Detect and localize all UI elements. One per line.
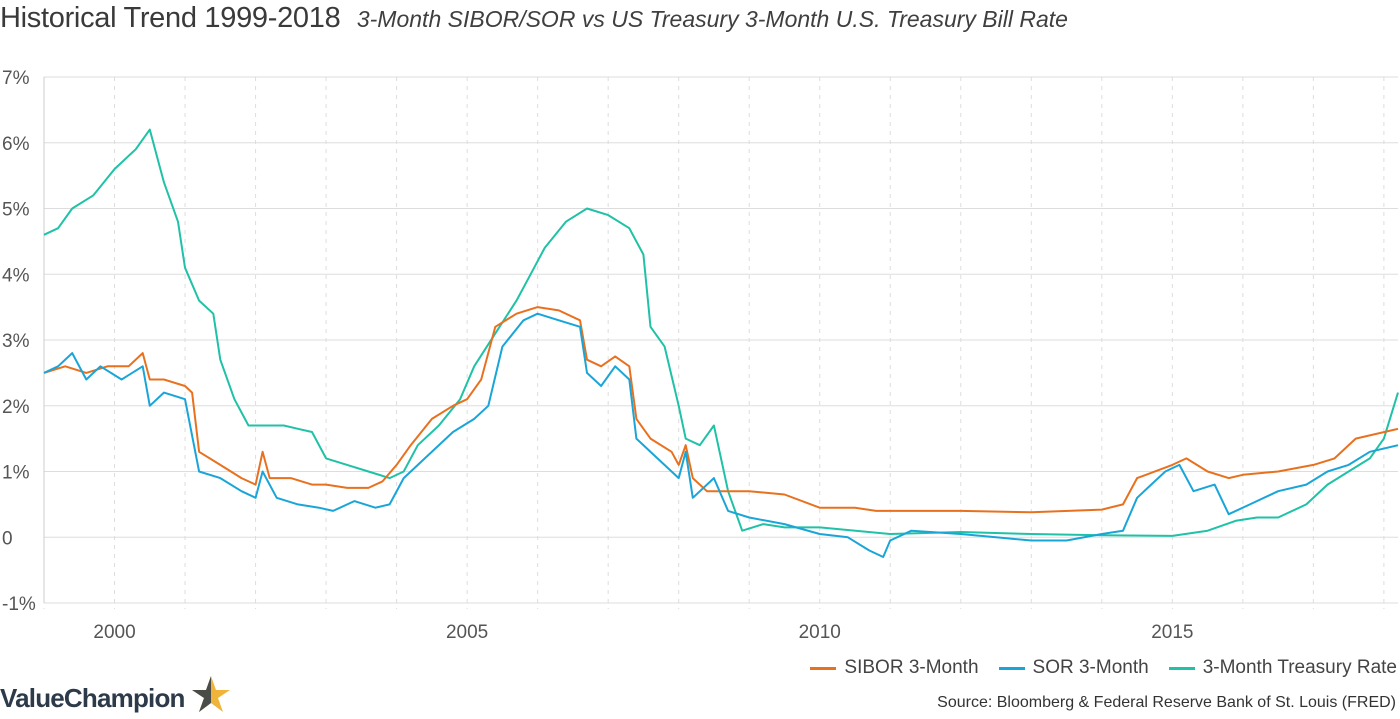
y-tick-label: 7% bbox=[2, 68, 30, 89]
chart-legend: SIBOR 3-Month SOR 3-Month 3-Month Treasu… bbox=[790, 657, 1397, 679]
chart-title: Historical Trend 1999-2018 bbox=[0, 2, 341, 34]
brand-name: ValueChampion bbox=[0, 683, 185, 713]
star-icon bbox=[191, 675, 230, 712]
y-tick-label: 4% bbox=[2, 265, 30, 286]
legend-swatch-treasury bbox=[1168, 666, 1195, 670]
y-tick-label: 0 bbox=[2, 528, 13, 549]
legend-label-sibor: SIBOR 3-Month bbox=[844, 657, 979, 678]
legend-swatch-sor bbox=[998, 666, 1025, 670]
legend-label-sor: SOR 3-Month bbox=[1032, 657, 1149, 678]
y-tick-label: -1% bbox=[2, 594, 36, 615]
y-tick-label: 3% bbox=[2, 331, 30, 352]
legend-item-sibor: SIBOR 3-Month bbox=[810, 657, 979, 679]
y-tick-label: 5% bbox=[2, 200, 30, 221]
x-tick-label: 2000 bbox=[93, 622, 135, 643]
series-line-treasury bbox=[43, 128, 1399, 537]
brand-logo: ValueChampion bbox=[0, 675, 231, 714]
chart-subtitle: 3-Month SIBOR/SOR vs US Treasury 3-Month… bbox=[356, 6, 1068, 32]
series-line-sibor bbox=[43, 306, 1399, 514]
source-note: Source: Bloomberg & Federal Reserve Bank… bbox=[937, 694, 1396, 711]
series-line-sor bbox=[43, 312, 1399, 558]
legend-item-sor: SOR 3-Month bbox=[998, 657, 1149, 679]
y-tick-label: 1% bbox=[2, 463, 30, 484]
x-tick-label: 2015 bbox=[1151, 622, 1193, 643]
chart-header: Historical Trend 1999-2018 3-Month SIBOR… bbox=[0, 2, 1068, 35]
legend-item-treasury: 3-Month Treasury Rate bbox=[1168, 657, 1397, 679]
legend-label-treasury: 3-Month Treasury Rate bbox=[1202, 657, 1397, 678]
x-tick-label: 2005 bbox=[446, 622, 488, 643]
legend-swatch-sibor bbox=[810, 666, 837, 670]
y-tick-label: 6% bbox=[2, 134, 30, 155]
x-tick-label: 2010 bbox=[799, 622, 841, 643]
y-tick-label: 2% bbox=[2, 397, 30, 418]
